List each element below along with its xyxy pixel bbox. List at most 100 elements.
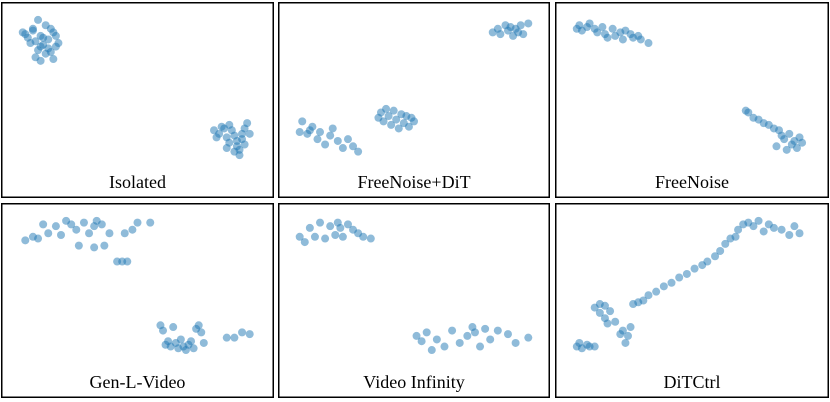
point [394, 124, 403, 133]
point [644, 291, 653, 300]
point [133, 218, 142, 227]
point [379, 117, 388, 126]
point [519, 30, 528, 39]
point [197, 328, 206, 337]
point [39, 220, 48, 229]
point [690, 264, 699, 273]
point [639, 296, 648, 305]
point [159, 326, 167, 335]
point [703, 257, 712, 266]
point [331, 231, 340, 240]
point [503, 330, 512, 339]
point [636, 35, 645, 44]
point [621, 338, 630, 347]
panel-label: FreeNoise [655, 172, 729, 192]
point [295, 232, 304, 241]
point [785, 231, 794, 240]
point [100, 241, 109, 250]
point [795, 229, 804, 238]
point [85, 229, 94, 238]
point [404, 122, 413, 131]
point [316, 128, 325, 137]
point [524, 19, 533, 28]
point [659, 282, 668, 291]
point [422, 328, 431, 337]
point [51, 31, 60, 40]
point [600, 301, 609, 310]
point [618, 326, 627, 335]
point [326, 131, 335, 140]
point [212, 133, 221, 142]
point [36, 42, 45, 51]
point [90, 222, 99, 231]
point [759, 227, 768, 236]
point [618, 35, 627, 44]
point [470, 328, 479, 337]
point [711, 252, 720, 261]
point [338, 144, 347, 153]
point [611, 317, 620, 326]
point [354, 147, 363, 156]
point [606, 307, 615, 316]
point [34, 15, 43, 24]
point [34, 234, 43, 243]
point [240, 140, 249, 149]
panel-label: Isolated [109, 172, 166, 192]
point [243, 119, 252, 128]
point [46, 24, 55, 33]
point [321, 140, 330, 149]
point [524, 333, 533, 342]
point [245, 330, 254, 339]
point [146, 218, 155, 227]
point [749, 222, 758, 231]
point [336, 223, 345, 232]
point [169, 323, 178, 332]
point [608, 24, 617, 33]
point [316, 218, 325, 227]
point [235, 151, 244, 160]
point [516, 21, 525, 30]
point [455, 338, 464, 347]
point [97, 220, 106, 229]
point [448, 326, 457, 335]
point [798, 138, 807, 147]
point [716, 246, 725, 255]
point [486, 335, 495, 344]
point [238, 328, 247, 337]
point [343, 220, 352, 229]
point [463, 331, 472, 340]
point [120, 229, 129, 238]
point [511, 338, 520, 347]
point [744, 108, 753, 117]
point [128, 225, 137, 234]
point [626, 323, 635, 332]
point [176, 335, 185, 344]
point [427, 346, 436, 355]
point [790, 222, 799, 231]
point [217, 122, 226, 131]
point [417, 337, 426, 346]
point [731, 232, 740, 241]
point [387, 120, 396, 129]
point [603, 319, 612, 328]
point [72, 225, 81, 234]
panel-frame [555, 203, 829, 398]
point [476, 342, 485, 351]
point [754, 216, 763, 225]
point [74, 241, 83, 250]
point [792, 144, 801, 153]
point [310, 232, 319, 241]
panel-frame [555, 2, 829, 198]
point [230, 333, 239, 342]
point [245, 129, 254, 138]
point [769, 223, 778, 232]
point [238, 129, 247, 138]
panel-label: DiTCtrl [664, 372, 721, 392]
point [682, 269, 691, 278]
point [777, 225, 786, 234]
point [593, 28, 602, 37]
point [54, 39, 63, 48]
point [187, 337, 196, 346]
point [21, 236, 30, 245]
point [90, 243, 99, 252]
